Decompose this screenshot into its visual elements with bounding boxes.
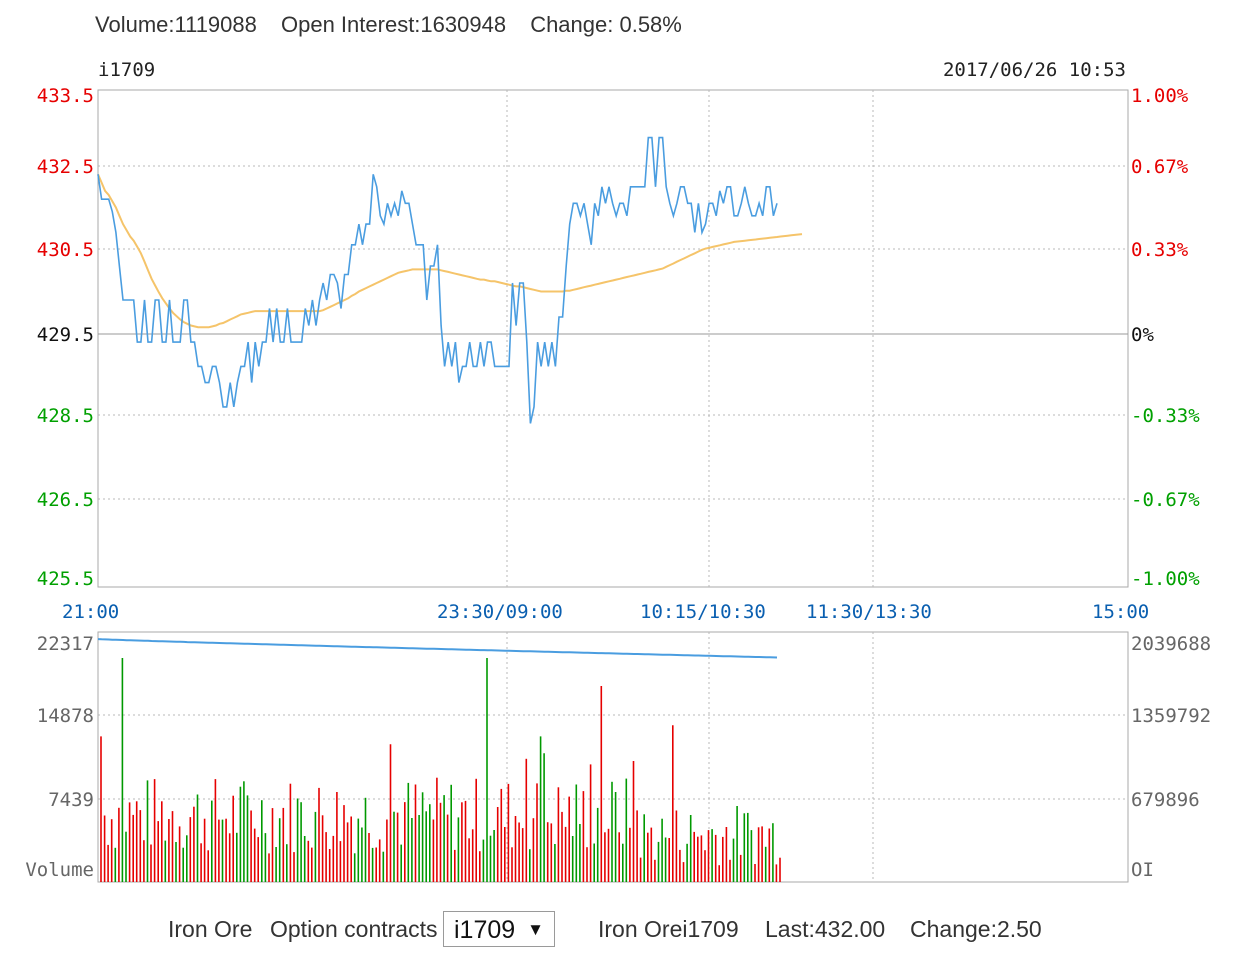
oi-axis-label: OI <box>1131 859 1154 881</box>
open-interest-line <box>97 638 778 659</box>
volume-tick-label: 14878 <box>37 705 94 727</box>
volume-frame <box>97 631 1129 883</box>
oi-tick-label: 2039688 <box>1131 633 1211 655</box>
price-frame <box>97 89 1129 588</box>
contract-select-value: i1709 <box>454 916 516 944</box>
volume-tick-label: 22317 <box>37 633 94 655</box>
price-change: Change:2.50 <box>910 916 1042 942</box>
chevron-down-icon: ▼ <box>527 920 544 939</box>
options-label: Option contracts <box>270 916 438 942</box>
intraday-chart: 433.5 1.00% 432.5 0.67% 430.5 0.33% 429.5 0% 428… <box>25 59 1211 883</box>
price-tick-label: 433.5 <box>37 85 94 107</box>
percent-tick-label: -0.33% <box>1131 405 1200 427</box>
change-stat: Change: 0.58% <box>530 12 682 37</box>
time-tick-label: 21:00 <box>62 601 119 623</box>
price-tick-label: 426.5 <box>37 489 94 511</box>
market-summary: Volume:1119088 Open Interest:1630948 Cha… <box>95 12 700 38</box>
price-tick-label: 428.5 <box>37 405 94 427</box>
symbol-label: i1709 <box>98 59 155 81</box>
timestamp-label: 2017/06/26 10:53 <box>943 59 1126 81</box>
last-price: Last:432.00 <box>765 916 886 942</box>
percent-tick-label: 0% <box>1131 324 1154 346</box>
contract-select[interactable]: i1709 ▼ <box>443 911 555 947</box>
time-tick-label: 10:15/10:30 <box>640 601 766 623</box>
price-tick-label: 425.5 <box>37 568 94 590</box>
percent-tick-label: 1.00% <box>1131 85 1189 107</box>
percent-tick-label: -0.67% <box>1131 489 1200 511</box>
time-tick-label: 23:30/09:00 <box>437 601 563 623</box>
average-price-line <box>97 173 803 329</box>
open-interest-stat: Open Interest:1630948 <box>281 12 507 37</box>
volume-axis-label: Volume <box>25 859 94 881</box>
volume-stat: Volume:1119088 <box>95 12 257 37</box>
time-tick-label: 15:00 <box>1092 601 1149 623</box>
percent-tick-label: 0.33% <box>1131 239 1189 261</box>
contract-footer: Iron Ore Option contracts i1709 ▼ Iron O… <box>0 910 1238 950</box>
volume-panel: 22317 2039688 14878 1359792 7439 679896 Volume… <box>25 631 1211 883</box>
price-panel: 433.5 1.00% 432.5 0.67% 430.5 0.33% 429.5 0% 428… <box>37 59 1200 623</box>
percent-tick-label: -1.00% <box>1131 568 1200 590</box>
time-tick-label: 11:30/13:30 <box>806 601 932 623</box>
price-line <box>97 136 778 424</box>
volume-tick-label: 7439 <box>48 789 94 811</box>
percent-tick-label: 0.67% <box>1131 156 1189 178</box>
price-tick-label: 430.5 <box>37 239 94 261</box>
contract-name: Iron Orei1709 <box>598 916 739 942</box>
price-tick-label: 432.5 <box>37 156 94 178</box>
price-tick-label: 429.5 <box>37 324 94 346</box>
commodity-label: Iron Ore <box>168 916 253 942</box>
oi-tick-label: 1359792 <box>1131 705 1211 727</box>
oi-tick-label: 679896 <box>1131 789 1200 811</box>
